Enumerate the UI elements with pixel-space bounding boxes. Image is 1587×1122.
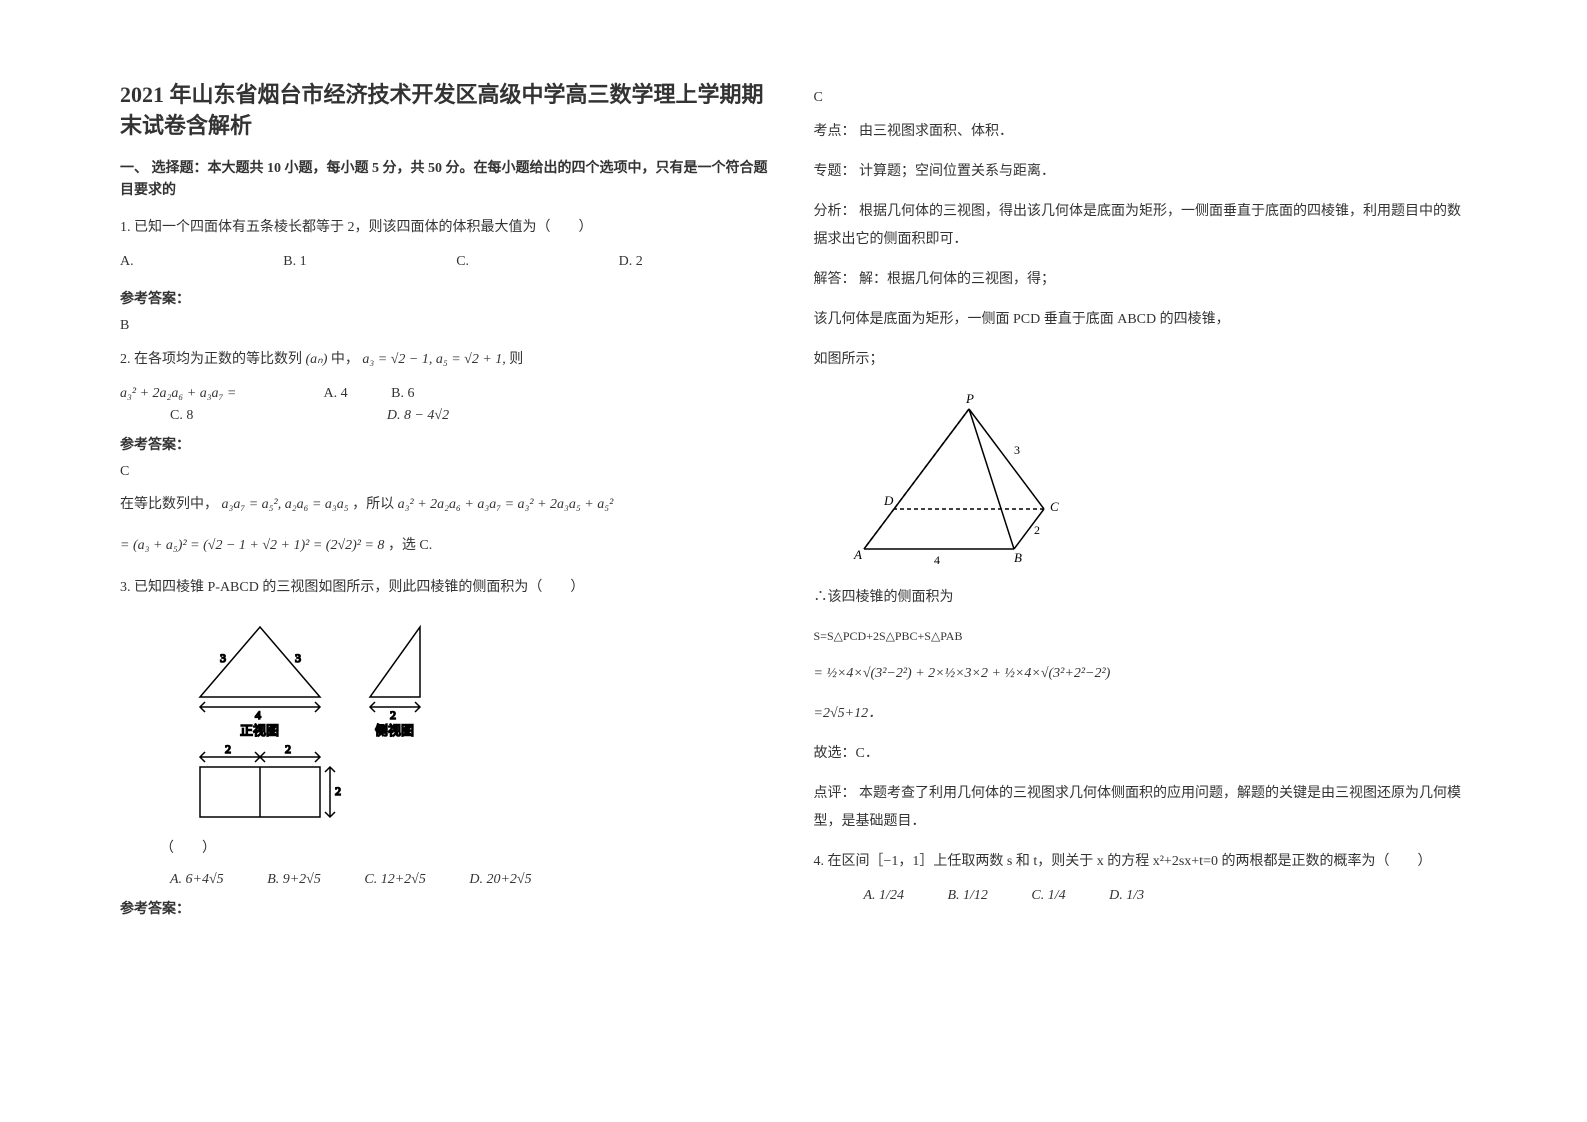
q2-seq-symbol: (aₙ) <box>306 352 328 367</box>
q3-opt-b: B. 9+2√5 <box>267 872 321 888</box>
left-column: 2021 年山东省烟台市经济技术开发区高级中学高三数学理上学期期末试卷含解析 一… <box>100 80 794 1082</box>
fenxi-row: 分析： 根据几何体的三视图，得出该几何体是底面为矩形，一侧面垂直于底面的四棱锥，… <box>814 198 1468 254</box>
q2-opt-a: A. 4 <box>324 386 348 402</box>
q2-expr-row: a₃² + 2a₂a₆ + a₃a₇ = A. 4 B. 6 <box>120 386 774 402</box>
top-b: 2 <box>285 742 291 756</box>
q2-expl2: = (a₃ + a₅)² = (√2 − 1 + √2 + 1)² = (2√2… <box>120 538 384 553</box>
q2-cond: a₃ = √2 − 1, a₅ = √2 + 1, <box>362 352 505 367</box>
q1-opt-c: C. <box>456 248 469 276</box>
edge-4: 4 <box>934 553 940 567</box>
question-2: 2. 在各项均为正数的等比数列 (aₙ) 中， a₃ = √2 − 1, a₅ … <box>120 346 774 374</box>
label-d: D <box>883 493 894 508</box>
q4-opt-d: D. 1/3 <box>1109 888 1144 904</box>
question-3: 3. 已知四棱锥 P‐ABCD 的三视图如图所示，则此四棱锥的侧面积为（ ） <box>120 574 774 602</box>
q3-three-views: 3 3 4 正视图 2 侧视图 2 <box>160 617 774 857</box>
edge-2: 2 <box>1034 523 1040 537</box>
area-intro: ∴该四棱锥的侧面积为 <box>814 584 1468 612</box>
section-header: 一、 选择题：本大题共 10 小题，每小题 5 分，共 50 分。在每小题给出的… <box>120 158 774 203</box>
exam-title: 2021 年山东省烟台市经济技术开发区高级中学高三数学理上学期期末试卷含解析 <box>120 80 774 142</box>
fenxi-label: 分析： <box>814 204 856 219</box>
right-column: C 考点： 由三视图求面积、体积． 专题： 计算题；空间位置关系与距离． 分析：… <box>794 80 1488 1082</box>
q2-opt-d: D. 8 − 4√2 <box>387 408 449 424</box>
q1-text: 1. 已知一个四面体有五条棱长都等于 2，则该四面体的体积最大值为（ ） <box>120 214 774 242</box>
top-h: 2 <box>335 784 341 798</box>
kaodian-row: 考点： 由三视图求面积、体积． <box>814 118 1468 146</box>
front-base: 4 <box>255 708 261 722</box>
three-views-svg: 3 3 4 正视图 2 侧视图 2 <box>160 617 460 837</box>
zhuanti-text: 计算题；空间位置关系与距离． <box>859 164 1055 179</box>
jieda-label: 解答： <box>814 272 856 287</box>
q2-suffix: 则 <box>509 352 523 367</box>
q3-opt-c: C. 12+2√5 <box>364 872 425 888</box>
label-b: B <box>1014 550 1022 565</box>
q4-opt-a: A. 1/24 <box>864 888 904 904</box>
edge-3: 3 <box>1014 443 1020 457</box>
q1-opt-d: D. 2 <box>619 248 643 276</box>
q2-expl1-prefix: 在等比数列中， <box>120 497 218 512</box>
pyramid-diagram: P A B C D 3 2 4 <box>814 389 1468 569</box>
label-c: C <box>1050 499 1059 514</box>
q2-answer: C <box>120 464 774 480</box>
q4-opt-c: C. 1/4 <box>1031 888 1065 904</box>
q4-opt-b: B. 1/12 <box>947 888 987 904</box>
zhuanti-label: 专题： <box>814 164 856 179</box>
zhuanti-row: 专题： 计算题；空间位置关系与距离． <box>814 158 1468 186</box>
question-4: 4. 在区间［−1，1］上任取两数 s 和 t，则关于 x 的方程 x²+2sx… <box>814 848 1468 876</box>
q1-opt-a: A. <box>120 248 134 276</box>
q3-paren: （ ） <box>160 837 774 857</box>
q1-opt-b: B. 1 <box>283 248 306 276</box>
kaodian-text: 由三视图求面积、体积． <box>859 124 1013 139</box>
front-label: 正视图 <box>240 723 279 738</box>
q2-opts-row2: C. 8 D. 8 − 4√2 <box>170 408 774 424</box>
q2-expr: a₃² + 2a₂a₆ + a₃a₇ = <box>120 386 320 402</box>
q1-options: A. B. 1 C. D. 2 <box>120 248 643 276</box>
q2-expl1-mid: a₃a₇ = a₅², a₂a₆ = a₃a₅ <box>222 497 349 512</box>
q1-answer-label: 参考答案： <box>120 288 774 308</box>
q3-answer: C <box>814 90 1468 106</box>
area-formula-text: S=S△PCD+2S△PBC+S△PAB <box>814 629 963 643</box>
jieda-line1: 该几何体是底面为矩形，一侧面 PCD 垂直于底面 ABCD 的四棱锥， <box>814 306 1468 334</box>
fenxi-text: 根据几何体的三视图，得出该几何体是底面为矩形，一侧面垂直于底面的四棱锥，利用题目… <box>814 204 1462 247</box>
q3-opt-a: A. 6+4√5 <box>170 872 224 888</box>
dianping-row: 点评： 本题考查了利用几何体的三视图求几何体侧面积的应用问题，解题的关键是由三视… <box>814 780 1468 836</box>
q2-expl1-expr: a₃² + 2a₂a₆ + a₃a₇ = a₃² + 2a₃a₅ + a₅² <box>398 497 614 512</box>
q2-prefix: 2. 在各项均为正数的等比数列 <box>120 352 302 367</box>
guxuan: 故选：C． <box>814 740 1468 768</box>
label-p: P <box>965 391 974 406</box>
q1-answer: B <box>120 318 774 334</box>
q3-answer-label: 参考答案： <box>120 898 774 918</box>
dianping-label: 点评： <box>814 786 856 801</box>
side-label: 侧视图 <box>375 723 414 738</box>
q3-options: A. 6+4√5 B. 9+2√5 C. 12+2√5 D. 20+2√5 <box>170 872 774 888</box>
front-side-right: 3 <box>295 651 301 665</box>
calc2: =2√5+12． <box>814 700 1468 728</box>
q2-opt-b: B. 6 <box>391 386 414 402</box>
top-a: 2 <box>225 742 231 756</box>
q2-explanation-1: 在等比数列中， a₃a₇ = a₅², a₂a₆ = a₃a₅ ，所以 a₃² … <box>120 490 774 521</box>
calc1: = ½×4×√(3²−2²) + 2×½×3×2 + ½×4×√(3²+2²−2… <box>814 660 1468 688</box>
q2-expl1-suffix: ，所以 <box>352 497 394 512</box>
jieda-intro: 解：根据几何体的三视图，得； <box>859 272 1055 287</box>
q2-opt-c: C. 8 <box>170 408 193 424</box>
front-side-left: 3 <box>220 651 226 665</box>
q2-expl2-suffix: ，选 C. <box>388 538 432 553</box>
q3-opt-d: D. 20+2√5 <box>469 872 531 888</box>
q2-explanation-2: = (a₃ + a₅)² = (√2 − 1 + √2 + 1)² = (2√2… <box>120 531 774 562</box>
jieda-line2: 如图所示； <box>814 346 1468 374</box>
question-1: 1. 已知一个四面体有五条棱长都等于 2，则该四面体的体积最大值为（ ） A. … <box>120 214 774 276</box>
side-w: 2 <box>390 708 396 722</box>
dianping-text: 本题考查了利用几何体的三视图求几何体侧面积的应用问题，解题的关键是由三视图还原为… <box>814 786 1462 829</box>
q4-options: A. 1/24 B. 1/12 C. 1/4 D. 1/3 <box>864 888 1468 904</box>
q2-mid: 中， <box>331 352 359 367</box>
jieda-row: 解答： 解：根据几何体的三视图，得； <box>814 266 1468 294</box>
area-formula: S=S△PCD+2S△PBC+S△PAB <box>814 624 1468 648</box>
pyramid-svg: P A B C D 3 2 4 <box>814 389 1094 569</box>
kaodian-label: 考点： <box>814 124 856 139</box>
label-a: A <box>853 547 862 562</box>
q2-answer-label: 参考答案： <box>120 434 774 454</box>
